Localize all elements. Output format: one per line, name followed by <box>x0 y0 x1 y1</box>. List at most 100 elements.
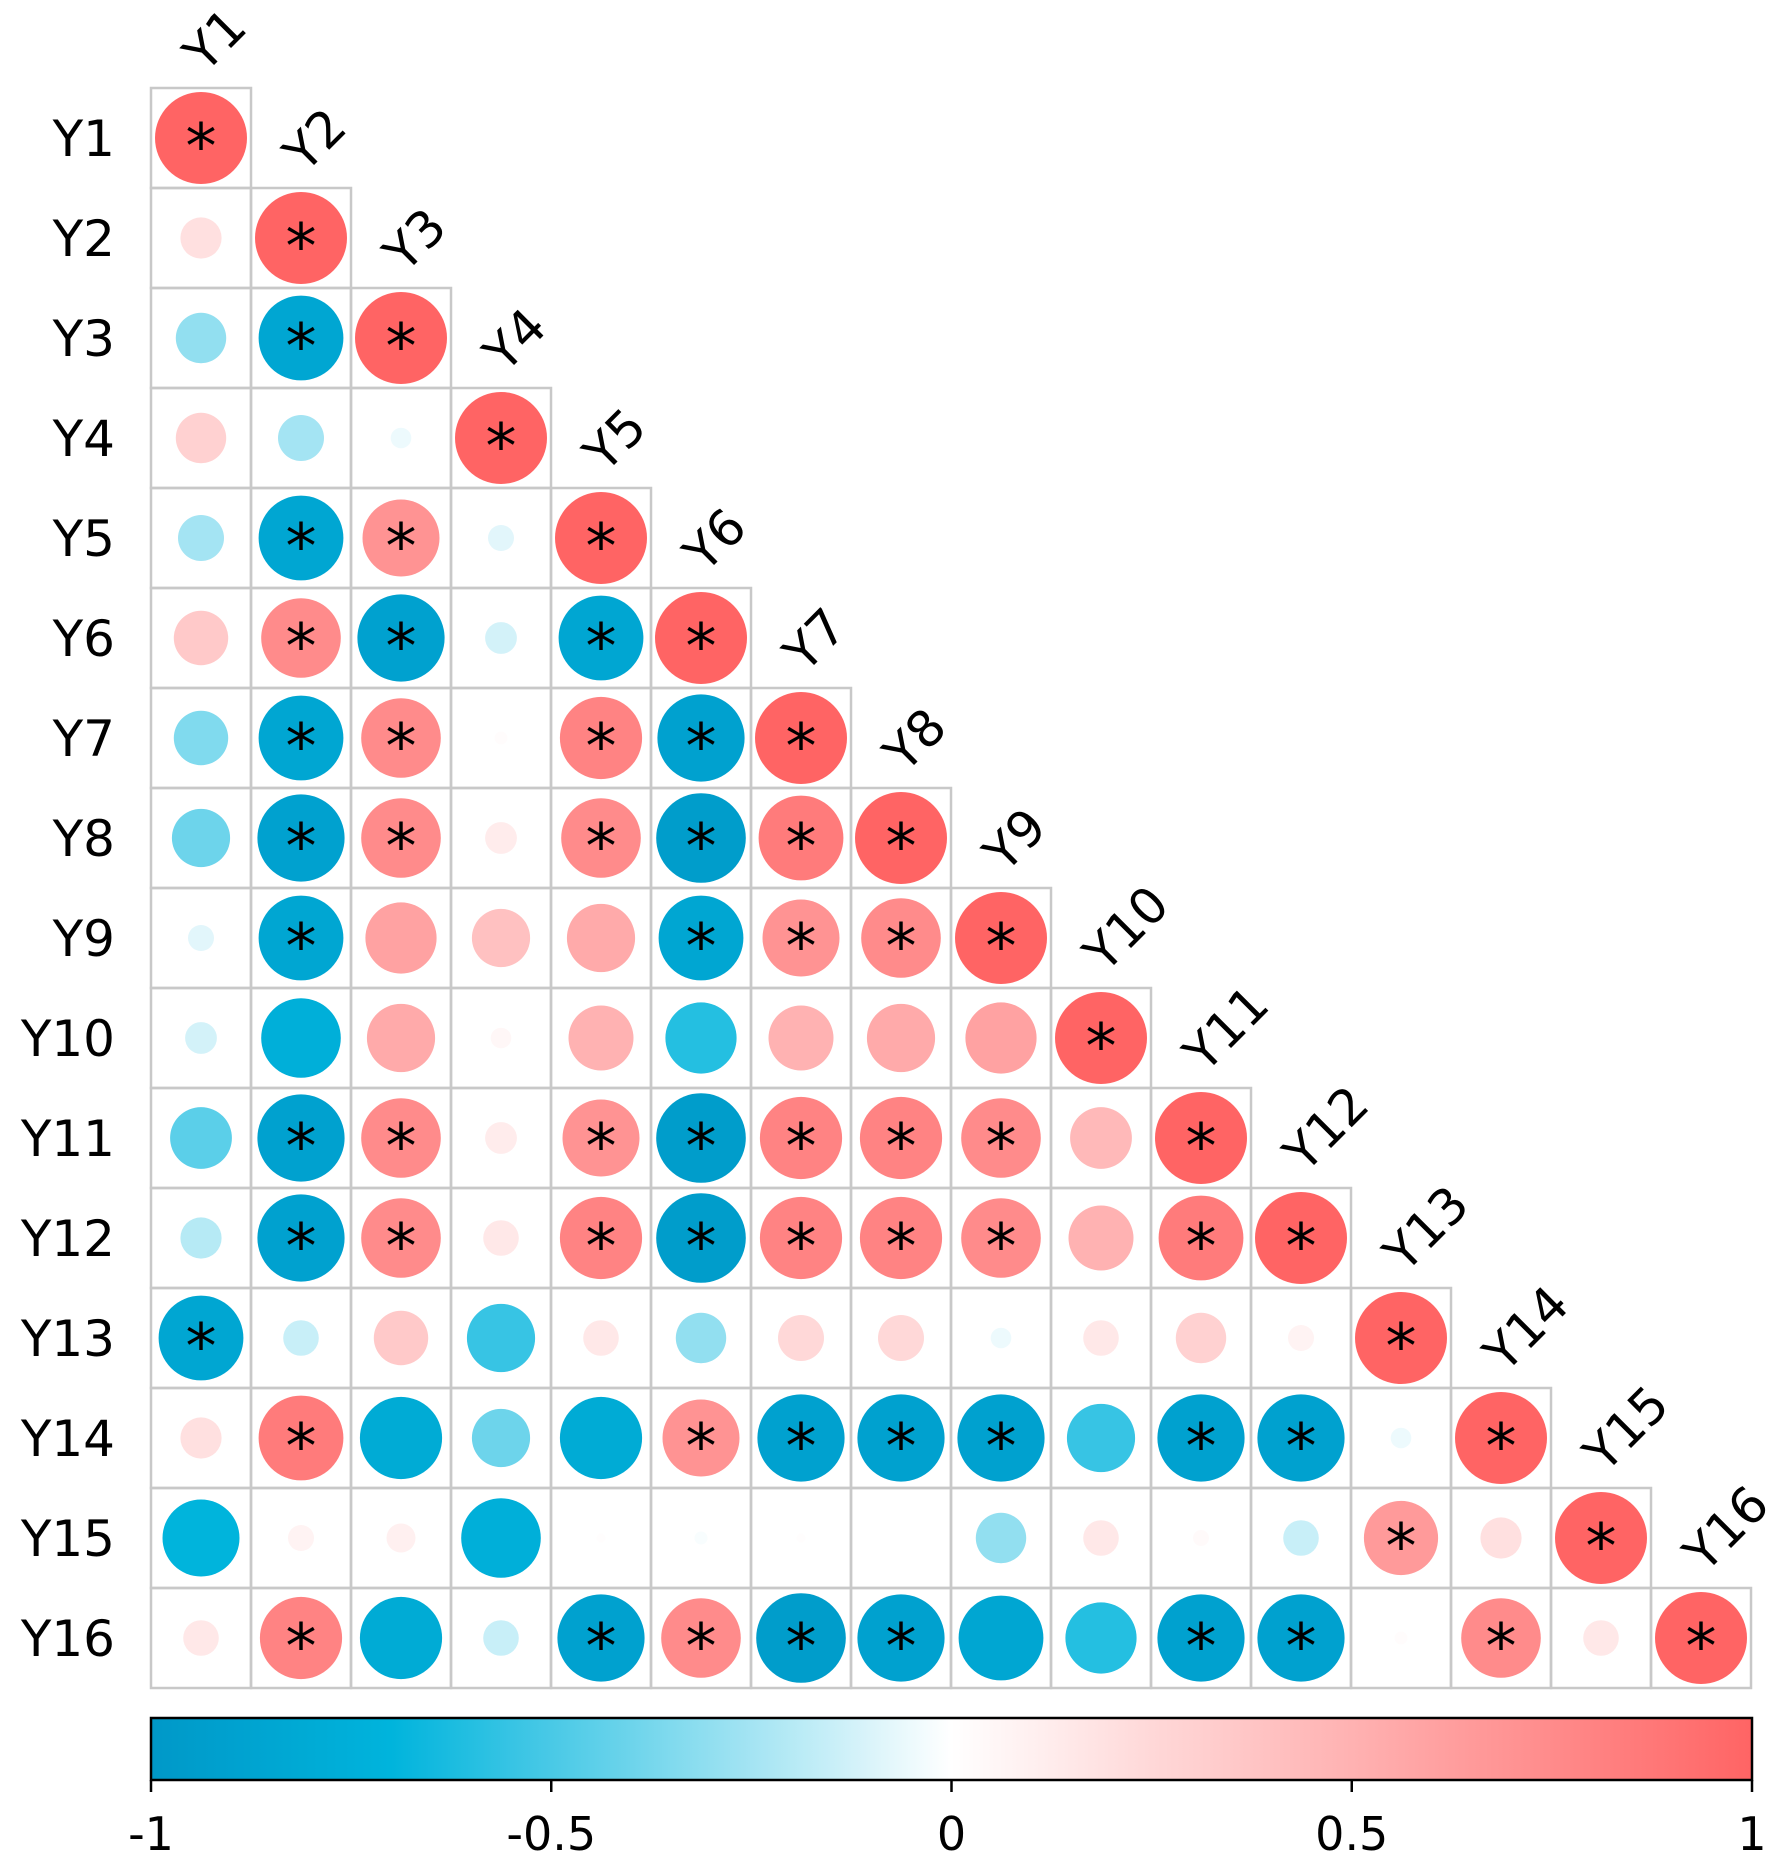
correlation-circle <box>258 1395 344 1481</box>
row-label: Y7 <box>52 710 115 768</box>
correlation-circle <box>257 1194 345 1282</box>
correlation-circle <box>661 1598 741 1678</box>
correlation-circle <box>471 908 531 968</box>
correlation-circle <box>185 1022 217 1054</box>
row-label: Y1 <box>52 110 115 168</box>
correlation-circle <box>1390 1427 1412 1449</box>
correlation-circle <box>171 808 231 868</box>
significance-marker: * <box>1486 1610 1517 1683</box>
correlation-circle <box>180 1417 222 1459</box>
significance-marker: * <box>1386 1510 1417 1583</box>
correlation-circle <box>175 312 227 364</box>
significance-marker: * <box>186 1310 217 1383</box>
correlation-circle <box>1255 1192 1347 1284</box>
correlation-circle <box>857 1594 945 1682</box>
grid-cells <box>149 86 1753 1690</box>
correlation-circle <box>485 1122 517 1154</box>
correlation-circle <box>173 610 229 666</box>
significance-marker: * <box>1586 1510 1617 1583</box>
correlation-circle <box>471 1408 531 1468</box>
significance-marker: * <box>1186 1610 1217 1683</box>
correlation-circle <box>366 1003 436 1073</box>
correlation-circle <box>255 192 347 284</box>
row-label: Y8 <box>52 810 115 868</box>
significance-marker: * <box>386 810 417 883</box>
correlation-circle <box>461 1498 541 1578</box>
significance-marker: * <box>1686 1610 1717 1683</box>
correlation-circle <box>961 1098 1041 1178</box>
correlation-circle <box>855 792 947 884</box>
significance-marker: * <box>986 1110 1017 1183</box>
correlation-circle <box>362 499 440 577</box>
correlation-circle <box>566 903 636 973</box>
correlation-circle <box>878 1315 924 1361</box>
correlation-circle <box>466 1303 536 1373</box>
correlation-circle <box>1065 1602 1137 1674</box>
correlation-circle <box>1055 992 1147 1084</box>
correlation-circle <box>961 1198 1041 1278</box>
correlation-circle <box>768 1005 834 1071</box>
correlation-circle <box>357 594 445 682</box>
correlation-circle <box>778 1315 824 1361</box>
significance-marker: * <box>1186 1110 1217 1183</box>
row-labels: Y1 Y2 Y3 Y4 Y5 Y6 Y7 Y8 Y9 Y10 Y11 Y12 Y13 Y14 Y15 Y16 <box>20 110 115 1668</box>
significance-marker: * <box>786 1610 817 1683</box>
significance-marker: * <box>686 610 717 683</box>
significance-marker: * <box>986 910 1017 983</box>
significance-marker: * <box>1286 1210 1317 1283</box>
correlation-circle <box>759 1096 843 1180</box>
significance-marker: * <box>286 810 317 883</box>
correlation-circle <box>658 895 744 981</box>
grid-cell <box>849 1486 953 1590</box>
correlation-circle <box>1394 1631 1408 1645</box>
correlation-circle <box>261 998 341 1078</box>
significance-marker: * <box>1186 1410 1217 1483</box>
correlation-circle <box>596 1533 606 1543</box>
correlation-circle <box>762 899 840 977</box>
correlation-circle <box>373 1310 429 1366</box>
significance-marker: * <box>286 310 317 383</box>
column-label: Y7 <box>772 597 858 683</box>
correlation-circle <box>857 1394 945 1482</box>
colorbar-tick-label: 1 <box>1737 1807 1766 1861</box>
correlation-circle <box>488 525 514 551</box>
correlation-circle <box>675 1312 727 1364</box>
row-label: Y14 <box>20 1410 115 1468</box>
correlation-circle <box>361 698 441 778</box>
correlation-circle <box>656 1193 746 1283</box>
correlation-circle <box>386 1523 416 1553</box>
correlation-circle <box>258 895 344 981</box>
correlation-circle <box>990 1327 1012 1349</box>
significance-marker: * <box>286 710 317 783</box>
correlation-circle <box>1066 1403 1136 1473</box>
colorbar-tick-label: -1 <box>128 1807 174 1861</box>
correlation-circle <box>1363 1500 1439 1576</box>
significance-marker: * <box>586 1210 617 1283</box>
colorbar-tick-label: -0.5 <box>506 1807 596 1861</box>
grid-cell <box>1649 1586 1753 1690</box>
significance-marker: * <box>286 1410 317 1483</box>
correlation-circle <box>656 1093 746 1183</box>
significance-marker: * <box>1486 1410 1517 1483</box>
correlation-circle <box>755 692 847 784</box>
significance-marker: * <box>286 510 317 583</box>
significance-marker: * <box>686 1210 717 1283</box>
correlation-circle <box>965 1002 1037 1074</box>
column-label: Y16 <box>1672 1475 1780 1583</box>
significance-marker: * <box>686 710 717 783</box>
significance-marker: * <box>886 810 917 883</box>
correlation-circle <box>958 1595 1044 1681</box>
correlation-circle <box>283 1320 319 1356</box>
correlation-circle <box>155 92 247 184</box>
column-label: Y8 <box>872 697 958 783</box>
row-label: Y9 <box>52 910 115 968</box>
correlation-circle <box>257 1094 345 1182</box>
colorbar-gradient <box>149 1716 1754 1782</box>
correlation-circle <box>485 822 517 854</box>
correlation-circle <box>288 1525 314 1551</box>
correlation-circle <box>861 898 941 978</box>
column-label: Y1 <box>172 0 258 83</box>
correlation-circle <box>1288 1325 1314 1351</box>
significance-marker: * <box>586 1610 617 1683</box>
